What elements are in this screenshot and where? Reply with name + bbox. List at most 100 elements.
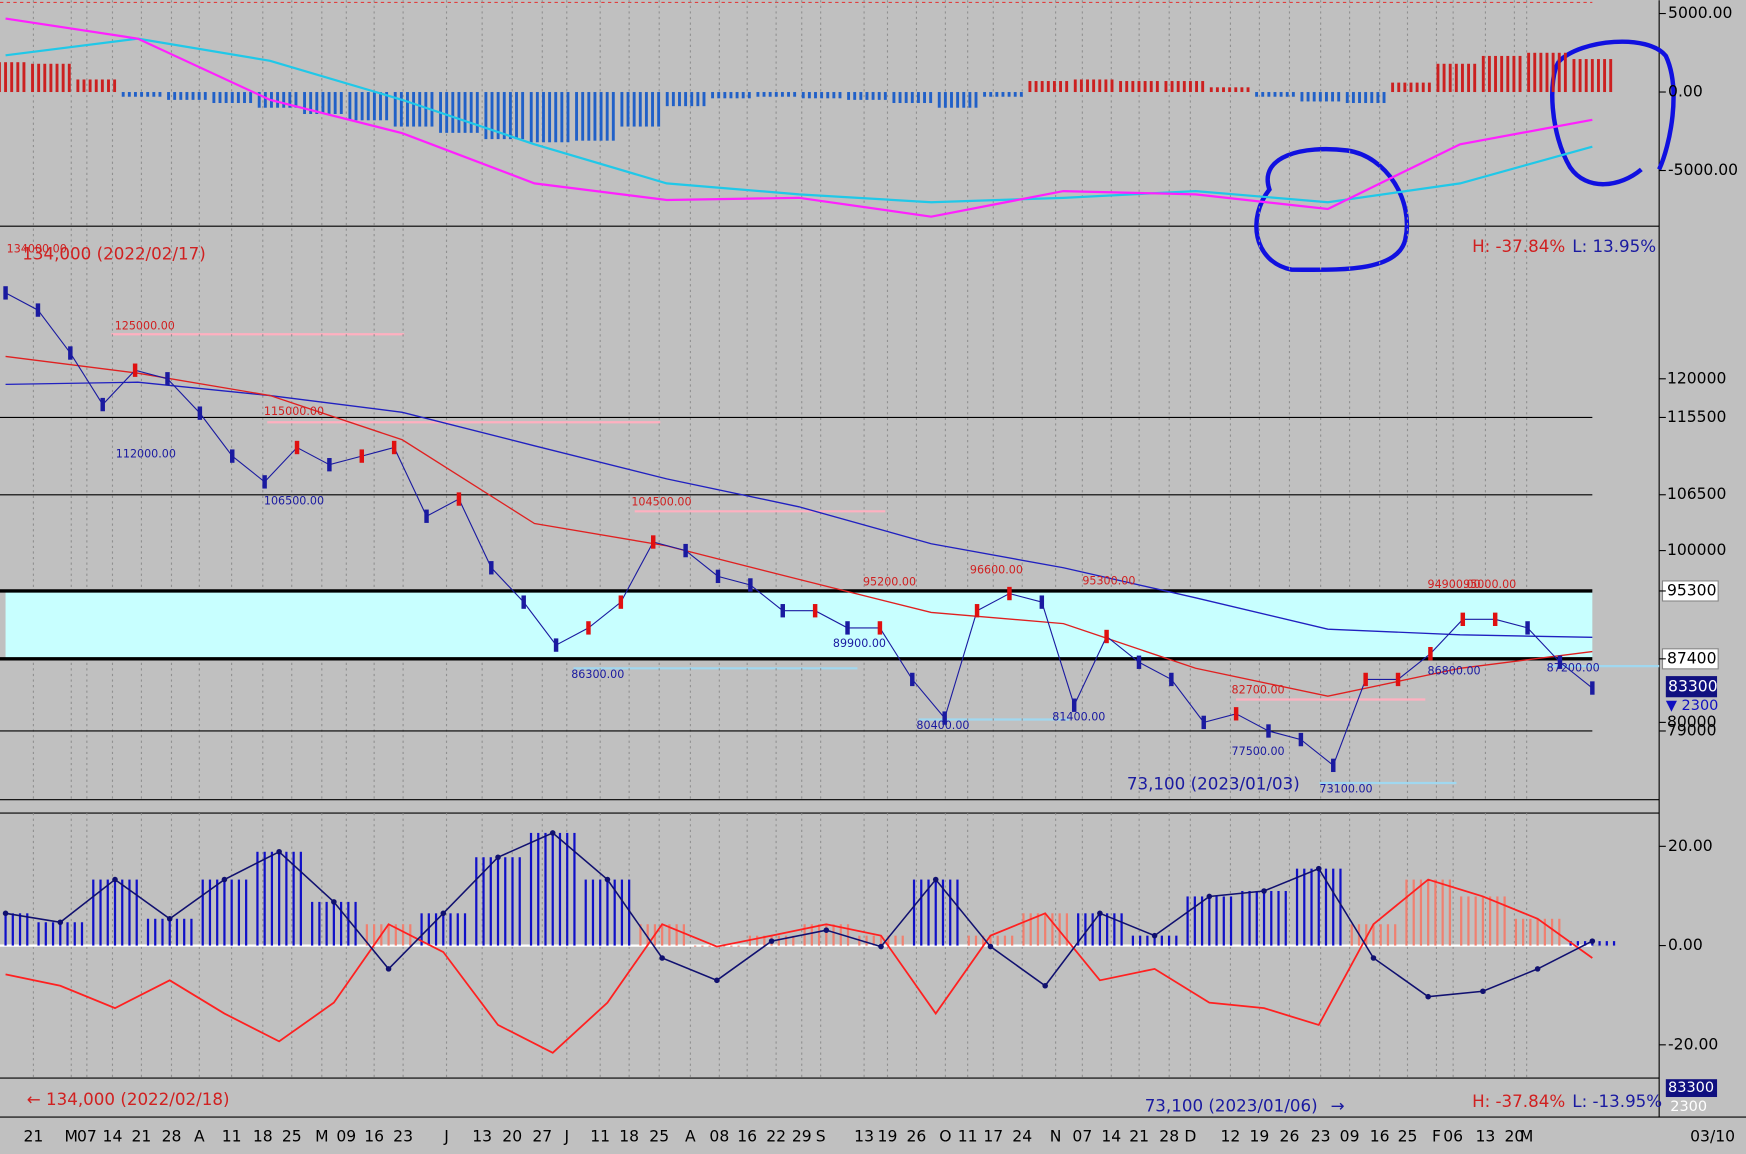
x-tick-label: A	[685, 1128, 696, 1146]
candle	[1331, 758, 1336, 773]
osc-bar	[708, 945, 711, 947]
candle	[1071, 698, 1077, 712]
annotation: 81400.00	[1052, 710, 1105, 723]
osc-bar	[128, 879, 131, 946]
osc-bar	[26, 913, 29, 946]
macd-bar	[191, 92, 195, 100]
macd-bar	[393, 92, 397, 127]
macd-bar	[43, 63, 47, 93]
osc-bar	[1448, 879, 1452, 946]
x-tick-label: 14	[103, 1128, 123, 1146]
macd-bar	[37, 63, 41, 93]
osc-bar	[777, 935, 780, 946]
macd-bar	[542, 92, 545, 143]
macd-bar	[82, 79, 86, 93]
macd-bar	[702, 92, 706, 107]
osc-bar	[901, 935, 904, 946]
osc-bar	[183, 918, 186, 946]
macd-bar	[1300, 92, 1304, 102]
macd-bar	[333, 92, 337, 115]
x-tick-label: J	[563, 1128, 569, 1146]
osc-bar	[1229, 896, 1233, 946]
osc-bar	[1365, 924, 1368, 946]
osc-bar	[347, 901, 350, 946]
osc-bar	[263, 851, 266, 946]
osc-bar	[591, 879, 595, 946]
macd-bar	[1285, 92, 1289, 97]
osc-bar	[1514, 918, 1518, 946]
x-tick-label: J	[443, 1128, 449, 1146]
footer-high: ← 134,000 (2022/02/18)	[27, 1089, 230, 1109]
osc-bar	[989, 935, 992, 946]
macd-bar	[1331, 92, 1335, 102]
x-tick-label: 25	[1398, 1128, 1418, 1146]
candle	[35, 303, 41, 317]
macd-bar	[1110, 79, 1114, 93]
annotation: 95300.00	[1082, 574, 1135, 587]
macd-bar	[22, 62, 26, 93]
x-tick-label: 21	[23, 1128, 43, 1146]
y-tick-label: -20.00	[1668, 1035, 1718, 1053]
macd-bar	[152, 92, 156, 97]
osc-bar	[1419, 879, 1423, 946]
osc-bar	[1303, 868, 1306, 946]
osc-bar	[661, 924, 664, 946]
macd-bar	[1143, 81, 1147, 93]
macd-bar	[1079, 79, 1083, 93]
osc-bar	[551, 832, 554, 946]
candle	[521, 595, 526, 609]
candle	[618, 595, 624, 609]
macd-bar	[399, 92, 403, 127]
macd-bar	[1209, 87, 1213, 93]
candle	[1298, 732, 1304, 747]
osc-bar	[1241, 890, 1244, 946]
annotation: 95000.00	[1463, 578, 1516, 591]
osc-bar	[51, 922, 55, 946]
macd-bar	[916, 92, 920, 104]
macd-bar	[575, 92, 579, 141]
osc-bar	[1576, 941, 1579, 946]
macd-bar	[1563, 52, 1567, 93]
osc-dot	[112, 876, 118, 883]
macd-bar	[521, 92, 525, 140]
osc-bar	[1255, 890, 1258, 946]
osc-dot	[714, 977, 720, 984]
macd-bar	[1551, 52, 1555, 93]
osc-bar	[482, 857, 485, 946]
osc-bar	[339, 901, 343, 946]
osc-bar	[1106, 913, 1109, 946]
osc-bar	[80, 922, 84, 946]
candle	[1266, 724, 1271, 738]
macd-bar	[424, 92, 428, 127]
x-tick-label: 13	[472, 1128, 492, 1146]
macd-bar	[484, 92, 488, 140]
osc-bar	[216, 879, 219, 946]
annotation: 134,000 (2022/02/17)	[22, 244, 206, 264]
macd-bar	[838, 92, 842, 99]
osc-dot	[1370, 955, 1377, 961]
macd-bar	[203, 92, 207, 100]
osc-bar	[558, 832, 562, 946]
macd-bar	[587, 92, 591, 141]
osc-bar	[18, 913, 22, 946]
macd-bar	[249, 92, 253, 104]
macd-bar	[1397, 82, 1401, 93]
osc-bar	[99, 879, 102, 946]
osc-bar	[44, 922, 47, 946]
annotation: 115000.00	[264, 405, 324, 418]
x-tick-label: 25	[282, 1128, 302, 1146]
osc-dot	[1480, 988, 1486, 995]
macd-bar	[859, 92, 863, 100]
macd-bar	[61, 63, 65, 93]
osc-bar	[1186, 896, 1189, 946]
macd-bar	[113, 79, 117, 93]
macd-bar	[276, 92, 280, 108]
osc-bar	[628, 879, 631, 946]
macd-bar	[962, 92, 966, 108]
macd-bar	[1073, 79, 1077, 93]
candle	[359, 449, 365, 463]
candle	[1233, 707, 1239, 721]
osc-dot	[1042, 982, 1048, 989]
macd-bar	[1215, 87, 1219, 93]
